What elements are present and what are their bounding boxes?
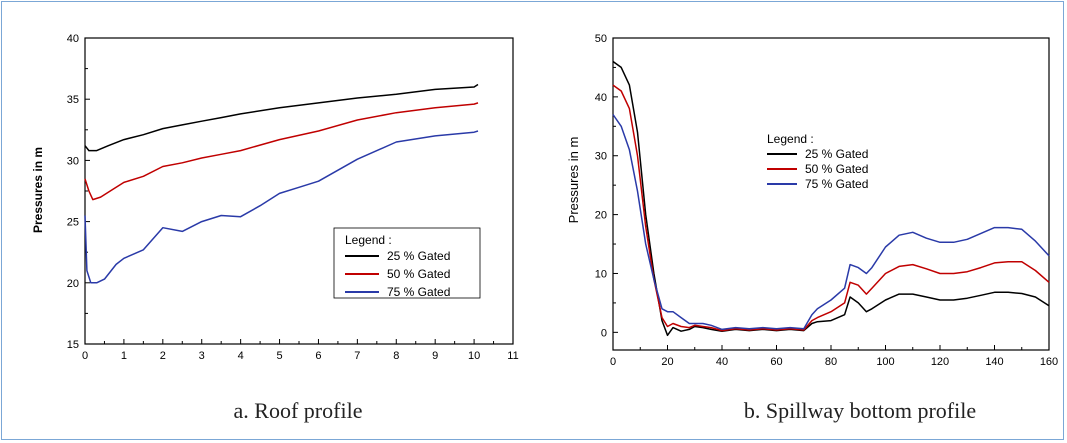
roof-x-tick-label: 1 xyxy=(121,350,127,362)
roof-y-tick-label: 35 xyxy=(67,94,79,106)
spillway-x-tick-label: 160 xyxy=(1040,356,1058,368)
spillway-x-tick-label: 140 xyxy=(985,356,1003,368)
roof-x-tick-label: 3 xyxy=(199,350,205,362)
spillway-series-line-2 xyxy=(612,84,1050,332)
roof-x-tick-label: 8 xyxy=(393,350,399,362)
roof-x-tick-label: 11 xyxy=(507,350,518,362)
spillway-caption: b. Spillway bottom profile xyxy=(744,398,976,423)
roof-legend-label: 50 % Gated xyxy=(387,267,450,281)
spillway-y-tick-label: 20 xyxy=(595,210,607,222)
roof-y-tick-label: 15 xyxy=(67,339,79,351)
spillway-x-tick-label: 60 xyxy=(770,356,782,368)
roof-x-tick-label: 6 xyxy=(315,350,321,362)
roof-x-tick-label: 7 xyxy=(354,350,360,362)
roof-series-line-2 xyxy=(84,102,479,201)
spillway-y-tick-label: 30 xyxy=(595,151,607,163)
spillway-legend-label: 50 % Gated xyxy=(805,162,868,176)
spillway-x-tick-label: 40 xyxy=(716,356,728,368)
roof-legend-label: 75 % Gated xyxy=(387,285,450,299)
roof-x-tick-label: 4 xyxy=(238,350,244,362)
roof-x-tick-label: 5 xyxy=(276,350,282,362)
spillway-series-line-1 xyxy=(612,60,1050,337)
roof-y-axis-label: Pressures in m xyxy=(31,147,45,233)
roof-profile-chart: 0 1 2 3 4 5 6 7 8 9 10 11 15 20 25 30 35 40 Pressures in … xyxy=(31,33,519,423)
roof-x-tick-label: 0 xyxy=(82,350,88,362)
roof-y-tick-label: 20 xyxy=(67,278,79,290)
roof-legend-title: Legend : xyxy=(345,233,392,247)
roof-x-tick-label: 9 xyxy=(432,350,438,362)
spillway-x-tick-label: 0 xyxy=(610,356,616,368)
roof-legend-box xyxy=(333,227,481,299)
roof-series-line-3 xyxy=(84,130,479,284)
roof-series-line-1 xyxy=(84,83,479,152)
spillway-x-tick-label: 20 xyxy=(661,356,673,368)
spillway-legend-label: 25 % Gated xyxy=(805,147,868,161)
spillway-legend-label: 75 % Gated xyxy=(805,177,868,191)
roof-y-tick-label: 30 xyxy=(67,155,79,167)
roof-y-tick-label: 40 xyxy=(67,33,79,45)
roof-y-tick-label: 25 xyxy=(67,217,79,229)
spillway-chart: 0 20 40 60 80 100 120 140 160 0 10 20 30 40 50 Pressur… xyxy=(566,33,1058,423)
roof-legend-label: 25 % Gated xyxy=(387,249,450,263)
spillway-y-tick-label: 10 xyxy=(595,268,607,280)
roof-x-tick-label: 10 xyxy=(468,350,480,362)
spillway-y-tick-label: 0 xyxy=(601,327,607,339)
roof-x-tick-label: 2 xyxy=(160,350,166,362)
spillway-series-line-3 xyxy=(612,114,1050,331)
spillway-y-tick-label: 50 xyxy=(595,33,607,45)
roof-caption: a. Roof profile xyxy=(234,398,363,423)
spillway-x-tick-label: 80 xyxy=(825,356,837,368)
spillway-y-tick-label: 40 xyxy=(595,92,607,104)
spillway-x-tick-label: 120 xyxy=(931,356,949,368)
spillway-x-tick-label: 100 xyxy=(876,356,894,368)
spillway-legend-title: Legend : xyxy=(767,132,814,146)
spillway-y-axis-label: Pressures in m xyxy=(566,137,581,224)
